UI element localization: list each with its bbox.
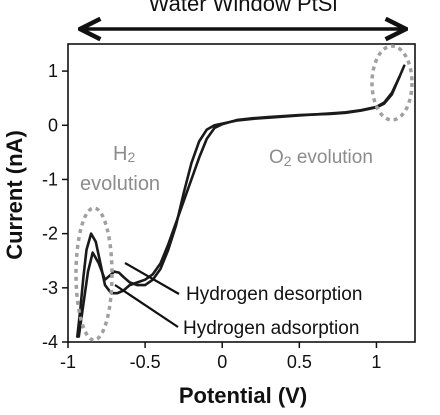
chart-title: Water Window PtSi — [149, 0, 338, 16]
plot-frame — [67, 43, 416, 343]
y-tick-label: -2 — [42, 224, 58, 244]
o2-subscript: 2 — [284, 153, 292, 169]
y-tick-label: -4 — [42, 332, 58, 352]
x-tick-label: 0 — [217, 352, 227, 372]
y-tick-label: 0 — [48, 115, 58, 135]
x-axis-label: Potential (V) — [179, 383, 307, 408]
hydrogen-desorption-label: Hydrogen desorption — [186, 284, 362, 305]
y-tick-label: 1 — [48, 61, 58, 81]
o2-evolution-annotation: O2 evolution — [269, 147, 373, 169]
h2-evolution-annotation: H2 evolution — [80, 143, 160, 195]
x-tick-label: -0.5 — [130, 352, 161, 372]
x-tick-label: -1 — [60, 352, 76, 372]
x-tick-label: 0.5 — [287, 352, 312, 372]
x-axis-ticks: -1 -0.5 0 0.5 1 — [60, 342, 381, 372]
y-tick-label: -1 — [42, 169, 58, 189]
o2-evolution-region-ellipse — [370, 44, 414, 122]
h2-prefix: H — [113, 143, 127, 165]
o2-suffix: evolution — [292, 147, 373, 168]
h2-subscript: 2 — [127, 149, 135, 165]
adsorption-leader-line — [114, 284, 179, 328]
o2-prefix: O — [269, 147, 284, 168]
hydrogen-adsorption-label: Hydrogen adsorption — [183, 318, 359, 339]
h2-suffix: evolution — [80, 173, 160, 195]
y-axis-ticks: 1 0 -1 -2 -3 -4 — [42, 61, 68, 352]
y-axis-label: Current (nA) — [2, 130, 27, 260]
x-tick-label: 1 — [371, 352, 381, 372]
h2-evolution-region-ellipse — [74, 206, 114, 342]
desorption-leader-line — [124, 262, 180, 295]
y-tick-label: -3 — [42, 278, 58, 298]
